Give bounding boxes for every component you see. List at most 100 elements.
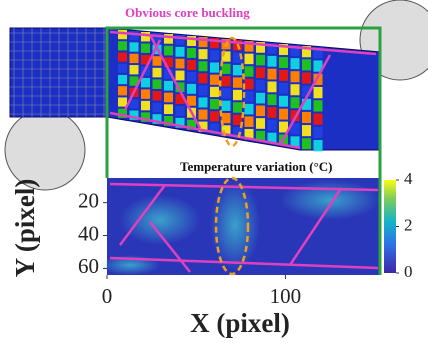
mesh-cell xyxy=(141,77,150,88)
y-tick-label: 20 xyxy=(78,188,99,212)
face-line xyxy=(109,182,379,192)
y-axis-label: Y (pixel) xyxy=(10,179,40,278)
mesh-cell xyxy=(152,67,162,78)
mesh-cell xyxy=(210,74,219,85)
mesh-cell xyxy=(175,94,185,105)
mesh-cell xyxy=(152,90,162,101)
mesh-cell xyxy=(279,82,288,94)
mesh-cell xyxy=(279,44,288,56)
mesh-cell xyxy=(210,62,219,73)
mesh-cell xyxy=(118,97,127,107)
mesh-cell xyxy=(129,65,139,75)
mesh-cell xyxy=(210,99,219,110)
mesh-cell xyxy=(175,117,185,128)
mesh-cell xyxy=(302,138,311,150)
mesh-cell xyxy=(233,114,242,126)
mesh-cell xyxy=(279,57,288,68)
mesh-cell xyxy=(244,41,254,52)
face-line xyxy=(109,30,377,56)
mesh-cell xyxy=(164,69,173,79)
mesh-cell xyxy=(164,92,173,103)
mesh-cell xyxy=(313,73,323,85)
mesh-cell xyxy=(129,30,139,41)
mesh-cell xyxy=(313,60,323,72)
mesh-cell xyxy=(290,84,300,96)
mesh-cell xyxy=(118,74,127,85)
mesh-cell xyxy=(302,111,311,124)
mesh-cell xyxy=(279,121,288,133)
mesh-cell xyxy=(256,42,265,53)
mesh-cell xyxy=(221,125,231,136)
mesh-cell xyxy=(152,79,162,89)
mesh-cell xyxy=(129,110,139,120)
mesh-cell xyxy=(210,123,219,134)
mesh-cell xyxy=(267,132,277,144)
mesh-cell xyxy=(302,59,311,71)
mesh-cell xyxy=(233,77,242,88)
mesh-cell xyxy=(129,53,139,64)
mesh-cell xyxy=(302,125,311,137)
mesh-cell xyxy=(210,86,219,98)
mesh-cell xyxy=(198,49,208,60)
mesh-cell xyxy=(221,112,231,124)
mesh-cell xyxy=(313,126,323,139)
annotation: Obvious core buckling xyxy=(125,5,250,20)
mesh-cell xyxy=(175,46,185,57)
mesh-cell xyxy=(279,69,288,81)
mesh-cell xyxy=(302,72,311,84)
mesh-cell xyxy=(141,43,150,53)
mesh-cell xyxy=(244,128,254,140)
mesh-cell xyxy=(198,121,208,132)
thermal-patch xyxy=(280,180,380,220)
mesh-cell xyxy=(256,67,265,79)
x-axis-label: X (pixel) xyxy=(190,308,290,338)
mesh-cell xyxy=(175,106,185,116)
mesh-cell xyxy=(164,34,173,44)
mesh-cell xyxy=(118,108,127,118)
mesh-cell xyxy=(187,59,196,70)
buckling-marker xyxy=(218,36,246,148)
mesh-cell xyxy=(141,54,150,65)
mesh-cell xyxy=(164,80,173,91)
frame-line xyxy=(105,26,382,275)
colorbar-label: Temperature variation (°C) xyxy=(180,159,333,174)
mesh-cell xyxy=(267,55,277,67)
mesh-cell xyxy=(256,92,265,104)
mesh-cell xyxy=(267,68,277,80)
mesh-cell xyxy=(152,33,162,43)
core-line xyxy=(123,39,162,111)
mesh-cell xyxy=(244,116,254,127)
mesh-cell xyxy=(129,76,139,86)
core-line xyxy=(278,54,332,146)
mesh-cell xyxy=(267,81,277,93)
mesh-cell xyxy=(187,47,196,58)
frame xyxy=(105,26,382,275)
mesh-cell xyxy=(233,52,242,63)
mesh-cell xyxy=(279,108,288,120)
mesh-cell xyxy=(118,29,127,40)
mesh-cell xyxy=(233,102,242,113)
x-tick-label: 100 xyxy=(270,284,302,308)
core-line xyxy=(288,189,342,266)
mesh-cell xyxy=(244,66,254,77)
mesh-cell xyxy=(164,45,173,56)
thermal-patch xyxy=(120,195,200,245)
mesh-cell xyxy=(164,57,173,68)
mesh-cell xyxy=(256,54,265,66)
mesh-cell xyxy=(187,83,196,94)
mesh-cell xyxy=(290,58,300,70)
colorbar-tick-label: 4 xyxy=(404,169,413,188)
mesh-cell xyxy=(187,71,196,82)
mesh-cell xyxy=(164,116,173,126)
mesh-cell xyxy=(267,119,277,131)
mesh-cell xyxy=(256,118,265,129)
mesh-cell xyxy=(256,80,265,91)
mesh-cell xyxy=(129,99,139,109)
mesh-cell xyxy=(290,123,300,135)
mesh-cell xyxy=(164,104,173,115)
mesh-cell xyxy=(233,127,242,138)
x-tick-label: 0 xyxy=(102,284,113,308)
mesh-cell xyxy=(290,45,300,57)
mesh-cell xyxy=(175,82,185,93)
mesh-cell xyxy=(118,63,127,73)
